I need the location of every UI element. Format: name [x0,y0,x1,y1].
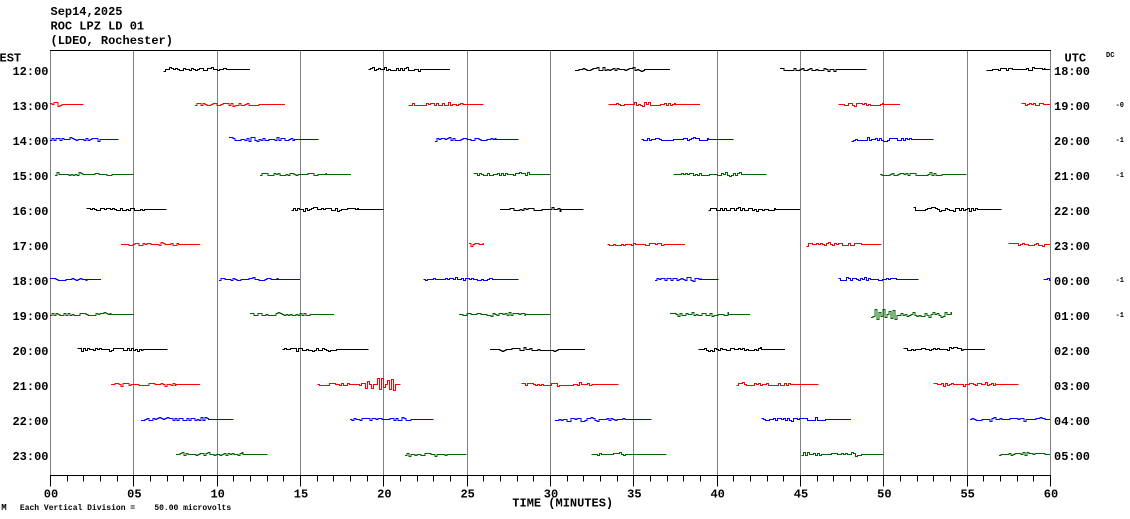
svg-text:60: 60 [1044,488,1058,502]
svg-text:14:00: 14:00 [12,135,48,149]
svg-text:(LDEO, Rochester): (LDEO, Rochester) [51,34,173,48]
svg-text:-1: -1 [1116,172,1124,180]
svg-text:04:00: 04:00 [1054,415,1090,429]
svg-text:03:00: 03:00 [1054,380,1090,394]
svg-text:18:00: 18:00 [12,275,48,289]
svg-text:20:00: 20:00 [1054,135,1090,149]
svg-text:12:00: 12:00 [12,65,48,79]
svg-text:21:00: 21:00 [1054,170,1090,184]
svg-text:M: M [1,503,6,513]
svg-text:13:00: 13:00 [12,100,48,114]
svg-text:19:00: 19:00 [1054,100,1090,114]
svg-text:15: 15 [294,488,308,502]
svg-text:-0: -0 [1116,102,1124,110]
svg-text:10: 10 [210,488,224,502]
svg-text:DC: DC [1106,52,1114,60]
svg-text:15:00: 15:00 [12,170,48,184]
svg-text:-1: -1 [1116,312,1124,320]
svg-text:22:00: 22:00 [12,415,48,429]
svg-text:Each Vertical Division = 50: Each Vertical Division = 50.00 microvolt… [20,504,231,513]
svg-text:01:00: 01:00 [1054,310,1090,324]
svg-text:UTC: UTC [1065,51,1087,65]
svg-text:23:00: 23:00 [1054,240,1090,254]
svg-text:20:00: 20:00 [12,345,48,359]
svg-text:19:00: 19:00 [12,310,48,324]
svg-text:22:00: 22:00 [1054,205,1090,219]
svg-text:20: 20 [377,488,391,502]
svg-text:50: 50 [877,488,891,502]
svg-text:55: 55 [960,488,974,502]
svg-text:02:00: 02:00 [1054,345,1090,359]
svg-text:Sep14,2025: Sep14,2025 [51,5,123,19]
svg-text:00: 00 [44,488,58,502]
svg-text:-1: -1 [1116,137,1124,145]
svg-text:25: 25 [460,488,474,502]
svg-text:16:00: 16:00 [12,205,48,219]
svg-text:05:00: 05:00 [1054,450,1090,464]
svg-text:40: 40 [710,488,724,502]
svg-text:-1: -1 [1116,277,1124,285]
svg-text:30: 30 [544,488,558,502]
svg-text:35: 35 [627,488,641,502]
svg-text:00:00: 00:00 [1054,275,1090,289]
svg-text:EST: EST [0,52,21,66]
svg-text:17:00: 17:00 [12,240,48,254]
svg-text:ROC LPZ LD 01: ROC LPZ LD 01 [51,20,145,34]
svg-text:45: 45 [794,488,808,502]
svg-text:05: 05 [127,488,141,502]
svg-text:TIME (MINUTES): TIME (MINUTES) [512,496,613,510]
svg-text:21:00: 21:00 [12,380,48,394]
svg-text:23:00: 23:00 [12,450,48,464]
svg-text:18:00: 18:00 [1054,65,1090,79]
